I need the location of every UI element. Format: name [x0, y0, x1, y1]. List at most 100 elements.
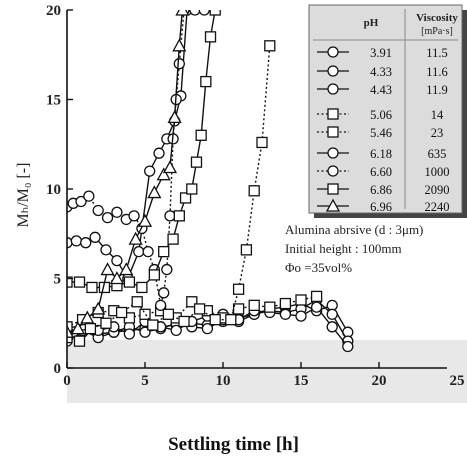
data-point [89, 231, 101, 243]
series-layer [67, 10, 354, 353]
data-point [67, 324, 75, 338]
data-point [264, 301, 276, 313]
legend-ph-value: 6.18 [370, 147, 392, 161]
data-point [73, 276, 86, 288]
legend-header-viscosity: Viscosity [416, 12, 458, 24]
data-point [232, 283, 245, 295]
data-point [248, 185, 260, 197]
data-point [186, 183, 198, 195]
data-point [240, 244, 253, 256]
data-point [189, 10, 201, 16]
annotation-line: Alumina abrsive (d : 3μm) [285, 222, 423, 237]
legend-marker [327, 46, 339, 58]
data-point [137, 213, 153, 227]
data-point [123, 276, 136, 288]
data-point [186, 296, 198, 308]
y-tick-label: 5 [54, 272, 62, 288]
data-point [198, 10, 210, 16]
data-point [100, 317, 112, 329]
y-tick-label: 0 [54, 361, 62, 377]
legend-marker [325, 198, 341, 212]
data-point [101, 211, 114, 224]
x-tick-label: 20 [372, 373, 387, 389]
data-point [264, 40, 276, 52]
data-point [342, 340, 354, 353]
data-point [295, 294, 307, 306]
data-point [164, 210, 176, 222]
data-point [67, 276, 73, 288]
data-point [162, 160, 178, 174]
data-point [147, 185, 162, 199]
data-point [204, 31, 217, 43]
legend-viscosity-value: 2240 [425, 200, 450, 214]
x-tick-label: 5 [141, 373, 149, 389]
data-point [154, 299, 167, 312]
data-point [173, 58, 185, 70]
data-point [136, 281, 148, 294]
y-tick-label: 20 [46, 3, 61, 19]
data-point [75, 195, 87, 208]
data-point [144, 165, 156, 177]
data-point [162, 308, 175, 320]
data-point [279, 297, 292, 310]
legend-viscosity-value: 23 [431, 126, 444, 140]
legend-viscosity-value: 11.5 [426, 46, 447, 60]
data-point [142, 245, 154, 258]
data-point [153, 147, 165, 159]
legend-ph-value: 4.43 [370, 83, 392, 97]
series-6.96 [67, 10, 190, 338]
series-6.18 [67, 10, 210, 285]
data-point [170, 324, 182, 337]
legend-marker [327, 83, 339, 95]
legend-header-ph: pH [364, 17, 379, 29]
data-point [131, 296, 143, 308]
legend-ph-value: 5.46 [370, 126, 392, 140]
legend-viscosity-value: 11.6 [426, 65, 447, 79]
y-tick-label: 10 [46, 182, 61, 198]
data-point [279, 308, 292, 320]
legend-viscosity-value: 1000 [425, 165, 450, 179]
data-point [195, 129, 207, 141]
data-point [175, 10, 190, 16]
data-point [84, 322, 97, 335]
x-tick-label: 0 [63, 373, 71, 389]
legend-ph-value: 3.91 [370, 46, 392, 60]
legend-header-unit: [mPa·s] [421, 26, 453, 37]
data-point [67, 321, 73, 333]
legend-ph-value: 4.33 [370, 65, 392, 79]
data-point [100, 262, 115, 276]
data-point [179, 192, 192, 204]
bottom-grey-band [67, 340, 467, 403]
data-point [209, 314, 221, 326]
annotation-line: Φo =35vol% [285, 260, 352, 275]
series-5.46 [67, 40, 276, 347]
data-point [148, 269, 161, 281]
legend-ph-value: 6.86 [370, 183, 392, 197]
data-point [100, 244, 112, 256]
data-point [123, 328, 136, 340]
data-point [86, 281, 98, 294]
data-point [139, 308, 151, 320]
legend-ph-value: 6.96 [370, 200, 392, 214]
annotations: Alumina abrsive (d : 3μm) Initial height … [285, 222, 423, 275]
legend-marker [327, 108, 339, 120]
data-point [158, 245, 170, 258]
data-point [172, 38, 187, 52]
data-point [193, 303, 206, 315]
data-point [232, 303, 245, 315]
data-point [248, 299, 260, 312]
legend-marker [327, 126, 339, 138]
legend-viscosity-value: 14 [431, 108, 444, 122]
data-point [111, 254, 123, 267]
data-point [133, 245, 145, 258]
legend-marker [327, 147, 339, 159]
y-tick-label: 15 [46, 93, 61, 109]
data-point [109, 271, 125, 285]
data-point [256, 136, 268, 149]
data-point [80, 310, 95, 324]
data-point [310, 290, 323, 303]
legend: pH Viscosity [mPa·s] 3.91 11.5 4.33 11.6 4.43 11… [308, 4, 467, 218]
legend-viscosity-value: 635 [428, 147, 447, 161]
data-point [128, 210, 140, 222]
